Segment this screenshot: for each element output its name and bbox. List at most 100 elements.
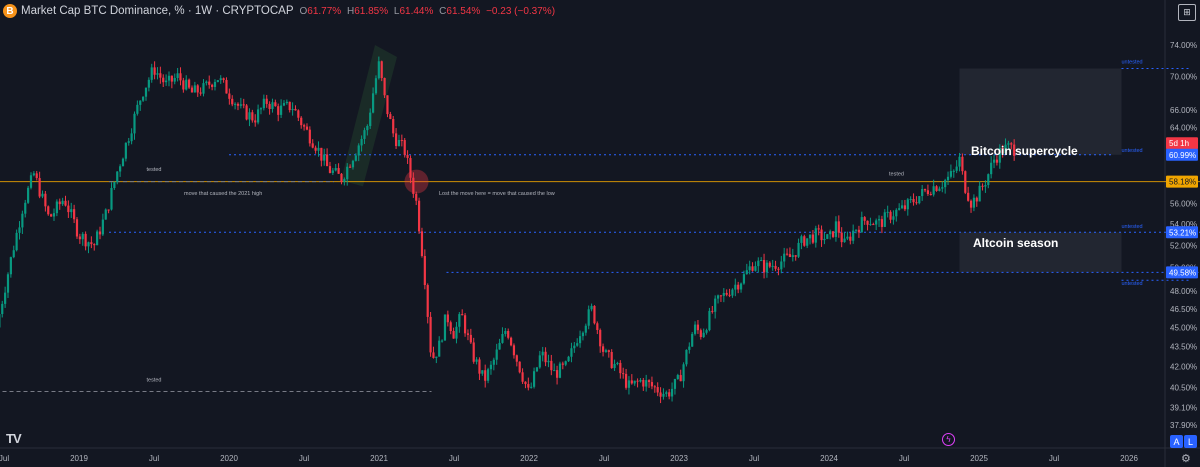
candle-body <box>800 236 803 243</box>
candle-body <box>162 77 165 83</box>
candle-body <box>314 147 317 151</box>
candle-body <box>760 260 763 262</box>
candle-body <box>774 265 777 269</box>
bolt-icon[interactable]: ϟ <box>942 433 955 446</box>
y-tick-label: 66.00% <box>1170 106 1197 115</box>
candle-body <box>944 180 947 188</box>
zone-box <box>959 68 1122 155</box>
candle-body <box>538 355 541 368</box>
candle-body <box>739 283 743 290</box>
settings-gear-icon[interactable]: ⚙ <box>1181 453 1191 465</box>
candle-body <box>328 166 332 173</box>
symbol-title[interactable]: Market Cap BTC Dominance, % · 1W · CRYPT… <box>21 5 294 17</box>
price-label-box <box>1166 148 1198 161</box>
candle-body <box>906 199 909 210</box>
x-tick-label: 2021 <box>370 454 388 463</box>
candle-body <box>854 229 858 231</box>
candle-body <box>486 369 490 381</box>
candle-body <box>737 284 740 290</box>
open-value: 61.77% <box>307 5 342 17</box>
candle-body <box>392 118 395 134</box>
candle-body <box>383 77 386 96</box>
candle-body <box>231 98 234 105</box>
candle-body <box>880 219 884 227</box>
y-tick-label: 45.00% <box>1170 323 1197 332</box>
candle-body <box>70 209 73 213</box>
candle-body <box>967 192 970 201</box>
y-tick-label: 40.50% <box>1170 383 1197 392</box>
chart-annotation: move that caused the 2021 high <box>184 191 262 197</box>
candle-body <box>941 187 944 189</box>
candle-body <box>61 200 64 205</box>
highlight-channel <box>341 45 397 187</box>
candle-body <box>668 392 671 397</box>
candle-body <box>389 114 392 119</box>
candle-body <box>555 370 559 378</box>
candle-body <box>41 193 44 197</box>
high-value: 61.85% <box>354 5 389 17</box>
candle-body <box>889 211 892 220</box>
candle-body <box>892 216 895 220</box>
candle-body <box>343 179 346 183</box>
y-tick-label: 64.00% <box>1170 123 1197 132</box>
chart-annotation: untested <box>1122 224 1143 230</box>
candle-body <box>268 103 271 110</box>
candle-body <box>630 380 633 384</box>
y-tick-label: 39.10% <box>1170 403 1197 412</box>
candle-body <box>866 220 869 225</box>
candle-body <box>245 105 248 120</box>
candle-body <box>981 185 984 187</box>
candle-body <box>463 315 467 334</box>
price-label-box <box>1166 175 1198 188</box>
candle-body <box>222 78 225 80</box>
candle-body <box>860 217 863 233</box>
candle-body <box>374 78 378 94</box>
candle-body <box>288 101 291 111</box>
candle-body <box>116 171 119 182</box>
candle-body <box>811 234 815 243</box>
x-tick-label: Jul <box>1049 454 1059 463</box>
candle-body <box>903 205 907 210</box>
chart-annotation: untested <box>1122 60 1143 66</box>
candle-body <box>35 173 38 179</box>
candle-body <box>918 196 921 204</box>
candle-body <box>475 359 478 362</box>
candle-body <box>340 173 343 183</box>
zone-label: Altcoin season <box>973 236 1058 250</box>
candle-body <box>501 333 504 343</box>
candle-body <box>6 274 10 293</box>
btc-logo-icon: B <box>3 4 17 18</box>
candle-body <box>29 175 33 188</box>
candle-body <box>190 87 194 93</box>
candle-body <box>165 80 168 83</box>
candle-body <box>900 205 904 209</box>
candle-body <box>831 231 835 237</box>
candle-body <box>541 351 544 356</box>
candle-body <box>613 363 616 369</box>
candle-body <box>351 160 355 168</box>
candle-body <box>90 242 93 245</box>
candle-body <box>176 73 179 79</box>
candle-body <box>472 342 475 362</box>
zone-label: Bitcoin supercycle <box>971 144 1078 158</box>
candle-body <box>765 262 769 273</box>
auto-scale-button[interactable]: A <box>1170 435 1183 448</box>
candle-body <box>73 209 76 220</box>
candle-body <box>587 309 590 326</box>
candle-body <box>693 324 697 334</box>
candle-body <box>159 73 162 78</box>
candle-body <box>104 209 107 220</box>
snapshot-button[interactable]: ⊞ <box>1178 4 1196 21</box>
candle-body <box>1013 144 1016 156</box>
candle-body <box>929 193 932 195</box>
candle-body <box>791 255 794 257</box>
x-tick-label: 2025 <box>970 454 988 463</box>
candle-body <box>863 217 866 221</box>
candle-body <box>604 350 608 352</box>
candle-body <box>150 67 153 80</box>
candle-body <box>619 362 622 374</box>
candle-body <box>912 199 915 203</box>
candle-body <box>369 112 372 127</box>
log-scale-button[interactable]: L <box>1184 435 1197 448</box>
